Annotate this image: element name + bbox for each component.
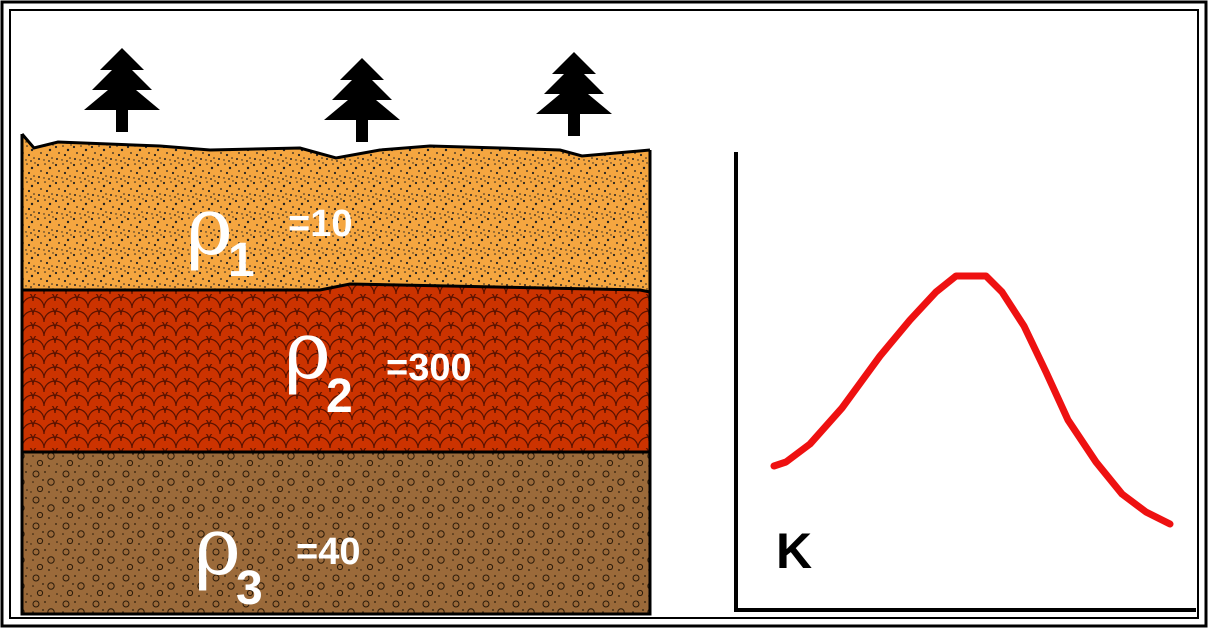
layer-1-label: ρ 1 =10 (186, 180, 352, 287)
response-curve (770, 272, 1174, 528)
block-outline (20, 134, 652, 616)
layer-1-value: =10 (288, 203, 352, 245)
layer-3-symbol: ρ (194, 500, 241, 593)
layer-2-label: ρ 2 =300 (284, 304, 472, 423)
axis-label-k: K (776, 523, 812, 579)
tree-icon (536, 52, 612, 136)
ground-surface (20, 133, 651, 160)
layer-2-symbol: ρ (284, 304, 331, 397)
layer-2 (22, 284, 650, 452)
layer-1-symbol: ρ (186, 180, 233, 273)
layer-1-subscript: 1 (228, 234, 255, 287)
layer-3 (22, 452, 650, 614)
tree-icon (324, 58, 400, 142)
layer-2-value: =300 (386, 347, 472, 389)
layer-3-subscript: 3 (236, 562, 263, 615)
layer-3-value: =40 (296, 531, 360, 573)
layer-3-label: ρ 3 =40 (194, 500, 360, 615)
tree-icon (84, 48, 160, 132)
inner-frame (9, 9, 1199, 619)
layer-2-subscript: 2 (326, 370, 353, 423)
layer-1 (22, 134, 650, 292)
boundary-1-2 (22, 282, 651, 294)
